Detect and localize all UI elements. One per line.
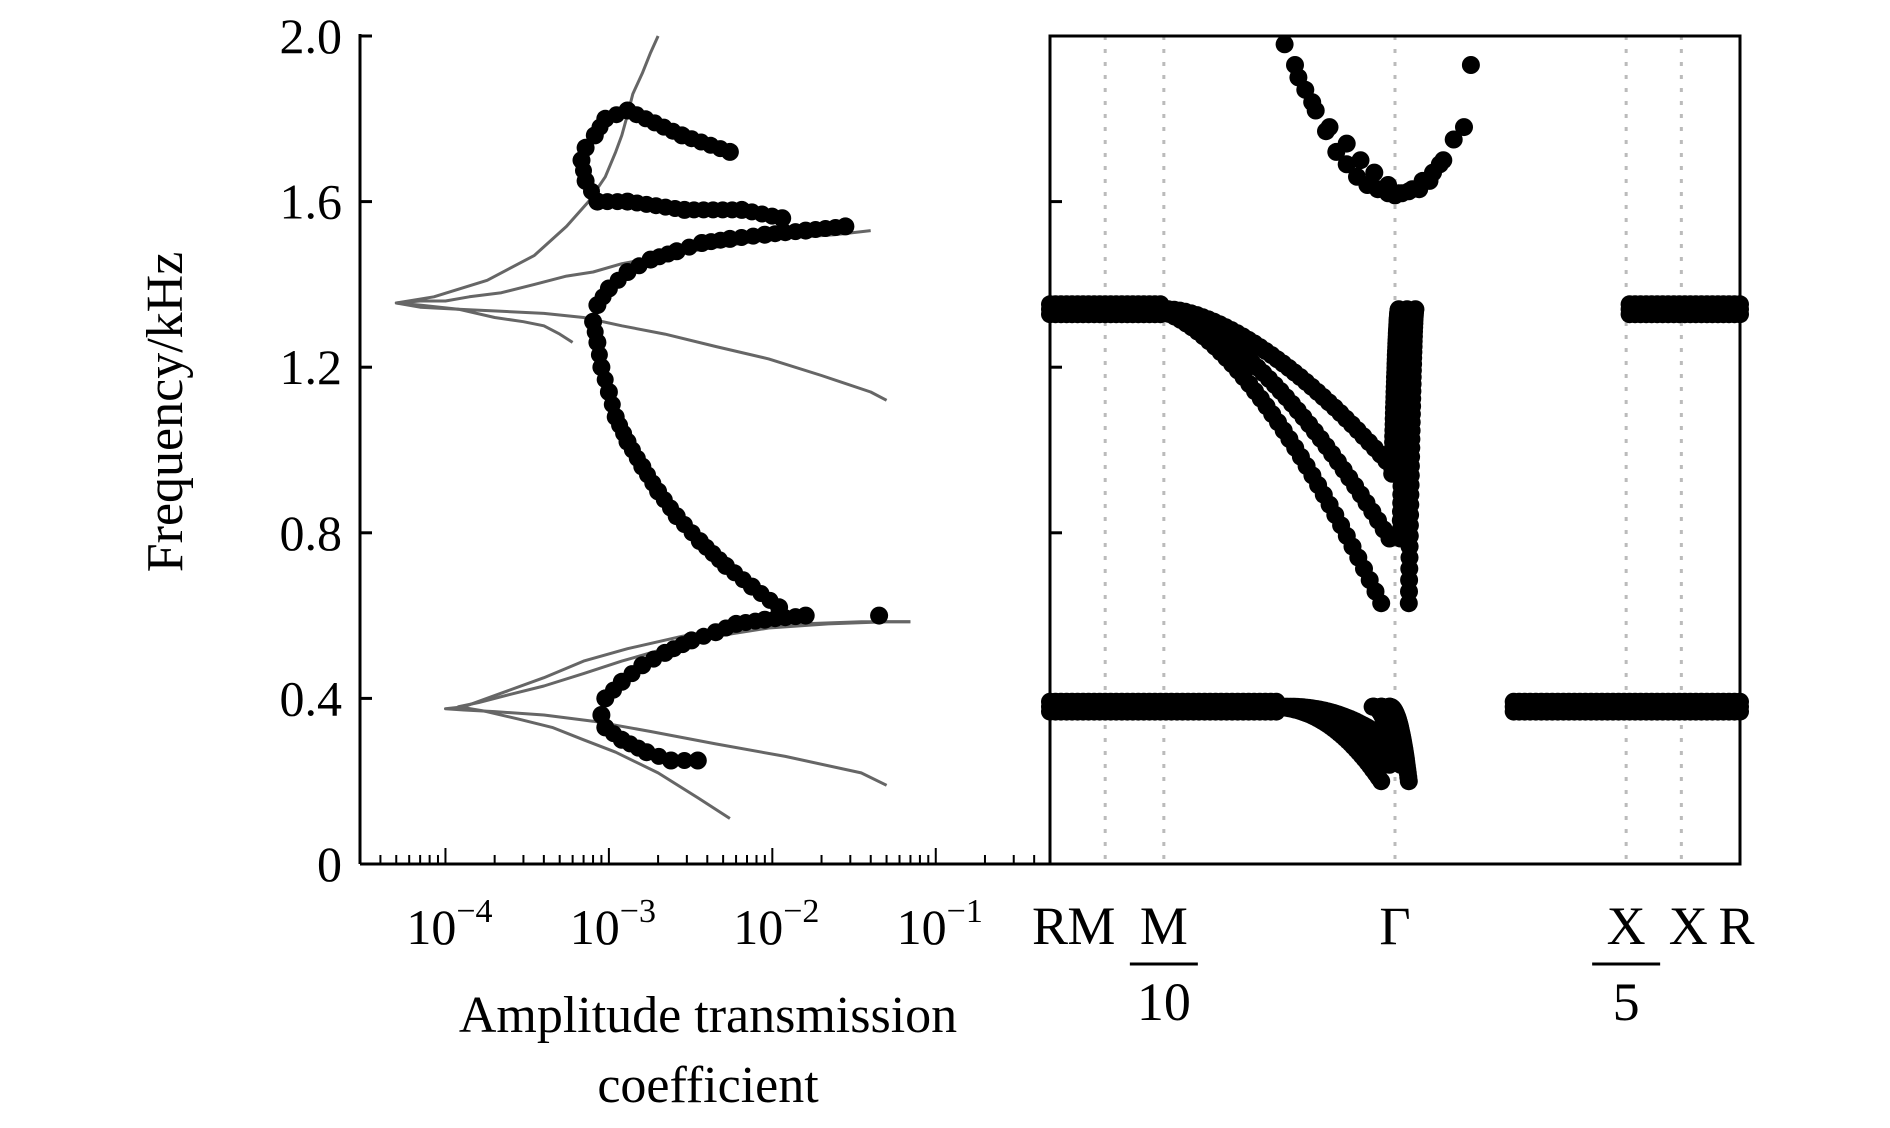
band-point [1372, 772, 1391, 791]
left-panel-transmission: 0 0.4 0.8 1.2 1.6 2.0 10−4 10−3 10−2 10−1 [280, 8, 1051, 955]
hs-label-X5-den: 5 [1613, 972, 1640, 1032]
band-point [1430, 155, 1449, 174]
hs-label-M: M [1067, 896, 1115, 956]
band-point [1461, 56, 1480, 74]
band-point [1399, 772, 1418, 791]
measured-point [594, 288, 612, 306]
band-point [1351, 151, 1370, 170]
measured-point [752, 585, 770, 602]
measured-point [697, 538, 715, 556]
theory-curve [394, 35, 888, 402]
measured-point [870, 606, 889, 625]
measured-point [591, 118, 609, 136]
x-tick-label: 10−4 [406, 893, 492, 955]
measured-point [746, 612, 764, 630]
hs-label-Gamma: Γ [1379, 896, 1410, 956]
band-point [1372, 594, 1391, 613]
measured-point [592, 706, 611, 724]
x-axis-title-line1: Amplitude transmission [459, 987, 957, 1044]
hs-label-M10-den: 10 [1137, 972, 1191, 1032]
measured-point [590, 346, 608, 364]
band-point [1383, 464, 1402, 483]
measured-point [623, 665, 641, 683]
measured-point [639, 466, 656, 484]
measured-point [609, 271, 627, 289]
measured-point [712, 231, 729, 249]
hs-label-R1: R [1032, 896, 1068, 956]
hs-label-R2: R [1719, 896, 1755, 956]
x-tick-label: 10−3 [570, 893, 656, 955]
hs-label-X: X [1669, 896, 1708, 956]
y-tick-label: 1.6 [280, 174, 343, 230]
measured-point [688, 751, 707, 770]
band-point [1289, 68, 1308, 87]
y-tick-label: 2.0 [280, 8, 343, 64]
x-tick-label: 10−1 [897, 893, 983, 955]
band-point [1275, 35, 1294, 54]
y-tick-label: 0 [317, 836, 342, 892]
band-point [1391, 755, 1410, 774]
y-tick-label: 0.8 [280, 505, 343, 561]
band-point [1391, 529, 1410, 548]
band-point [1337, 155, 1356, 174]
band-point [1455, 118, 1473, 137]
measured-point [659, 245, 677, 263]
band-point [1444, 130, 1463, 149]
measured-point [711, 140, 729, 158]
band-point [1365, 163, 1384, 182]
measured-point [621, 735, 639, 753]
band-point [1731, 305, 1749, 324]
band-point [1303, 93, 1322, 112]
measured-point [605, 725, 622, 743]
theory-curve [456, 620, 911, 820]
x-axis-title-line2: coefficient [597, 1057, 819, 1114]
measured-point [675, 516, 693, 533]
measured-point [645, 650, 663, 668]
measured-point [664, 122, 682, 140]
measured-point [611, 416, 629, 434]
measured-point [674, 636, 692, 654]
measured-point [603, 396, 621, 413]
measured-point [787, 223, 804, 241]
hs-label-M10-num: M [1140, 896, 1188, 956]
band-point [1337, 134, 1356, 153]
measured-point [827, 219, 844, 236]
measured-point [695, 627, 713, 645]
y-tick-label: 1.2 [280, 339, 343, 395]
measured-point [630, 257, 648, 275]
measured-point [605, 681, 622, 699]
band-point [1420, 171, 1439, 190]
measured-point [607, 106, 625, 124]
band-frame [1048, 34, 1742, 866]
measured-point [680, 238, 698, 256]
measured-point [685, 201, 703, 219]
measured-point [650, 747, 668, 765]
measured-point [675, 752, 693, 769]
measured-point [787, 608, 804, 626]
measured-point [726, 564, 744, 582]
measured-point [598, 193, 616, 211]
measured-point [744, 227, 762, 245]
measured-point [583, 182, 600, 200]
y-tick-label: 0.4 [280, 670, 343, 726]
x-tick-label: 10−2 [733, 893, 819, 955]
measured-point [576, 138, 595, 157]
y-axis-title: Frequency/kHz [137, 252, 194, 573]
band-point [1399, 594, 1418, 613]
hs-label-X5-num: X [1607, 896, 1646, 956]
measured-point [717, 619, 735, 637]
measured-point [628, 194, 646, 212]
measured-point [596, 371, 614, 389]
measured-point [586, 323, 604, 341]
measured-point [655, 491, 673, 509]
measured-point [575, 162, 592, 180]
measured-point [743, 203, 761, 221]
band-point [1731, 702, 1749, 721]
band-point [1383, 739, 1402, 758]
axis-labels: Frequency/kHz Amplitude transmission coe… [137, 252, 957, 1114]
band-point [1320, 118, 1339, 137]
measured-point [623, 441, 641, 459]
